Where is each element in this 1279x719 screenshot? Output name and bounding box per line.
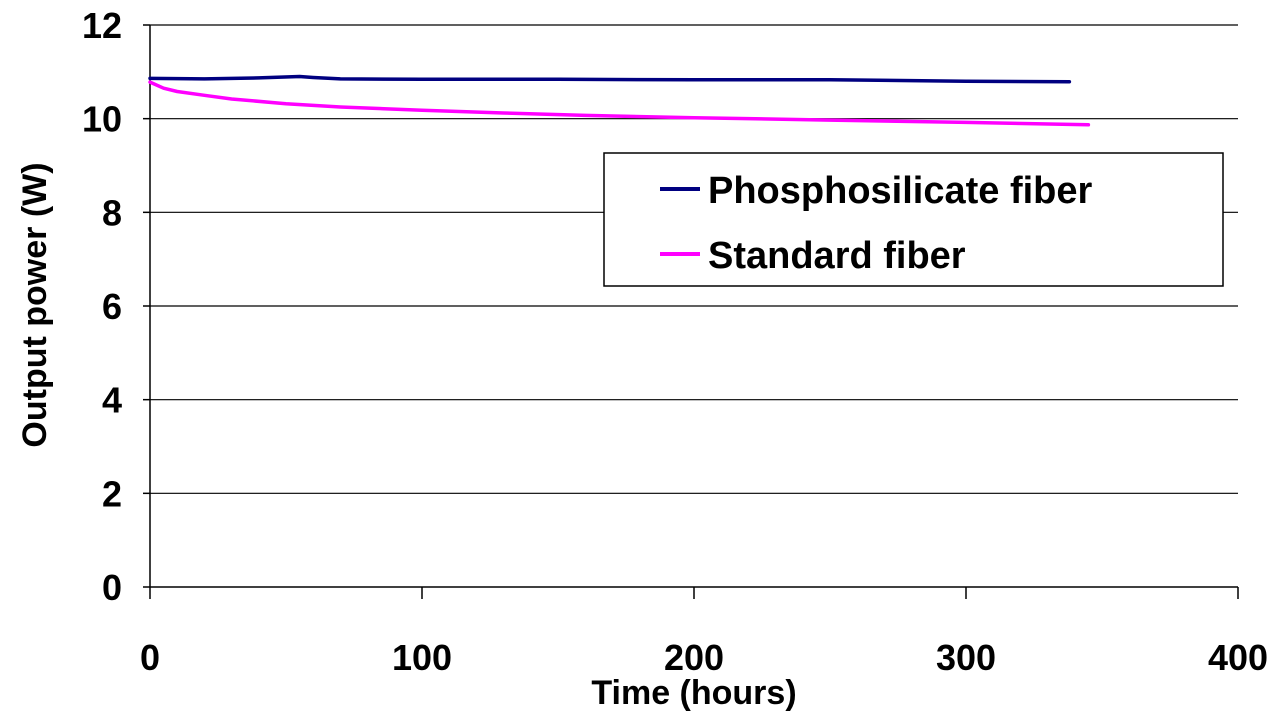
x-tick-label: 100 — [392, 637, 452, 678]
x-tick-label: 400 — [1208, 637, 1268, 678]
legend: Phosphosilicate fiber Standard fiber — [603, 152, 1224, 287]
y-axis-title: Output power (W) — [16, 162, 54, 447]
legend-box — [603, 152, 1224, 287]
y-tick-label: 0 — [102, 567, 122, 608]
series-line-phosphosilicate-fiber — [148, 74, 1072, 84]
axes — [143, 24, 1239, 599]
y-tick-label: 10 — [82, 99, 122, 140]
tick-labels: 0 2 4 6 8 10 12 0 100 200 300 400 — [82, 5, 1268, 678]
legend-label-standard: Standard fiber — [708, 235, 966, 277]
y-tick-label: 4 — [102, 380, 122, 421]
y-tick-label: 6 — [102, 286, 122, 327]
y-tick-label: 2 — [102, 473, 122, 514]
x-axis-title: Time (hours) — [591, 674, 796, 712]
y-tick-label: 12 — [82, 5, 122, 46]
series-line-standard-fiber — [148, 80, 1091, 127]
series-lines — [148, 74, 1091, 127]
x-tick-label: 0 — [140, 637, 160, 678]
legend-label-phosphosilicate: Phosphosilicate fiber — [708, 170, 1093, 212]
y-tick-label: 8 — [102, 192, 122, 233]
x-tick-label: 300 — [936, 637, 996, 678]
x-tick-label: 200 — [664, 637, 724, 678]
